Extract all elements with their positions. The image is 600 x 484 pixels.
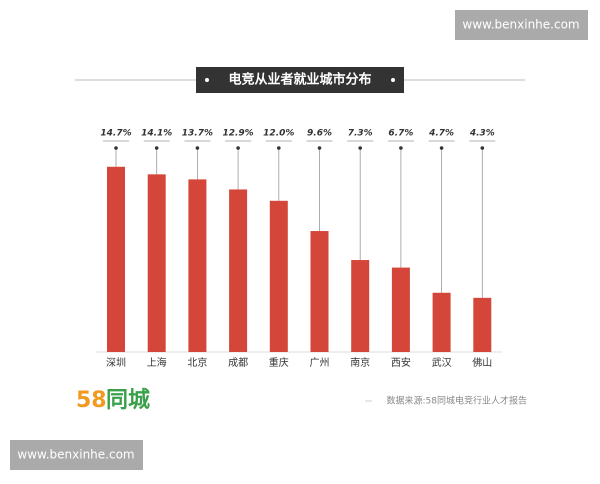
leader-dot xyxy=(114,146,118,150)
chart-title: 电竞从业者就业城市分布 xyxy=(228,72,371,88)
value-label: 14.1% xyxy=(141,129,172,139)
bar xyxy=(351,260,370,352)
x-tick-label: 武汉 xyxy=(432,356,452,369)
value-label: 4.7% xyxy=(428,129,454,139)
x-tick-label: 南京 xyxy=(350,356,370,369)
value-label: 6.7% xyxy=(388,129,413,139)
bar xyxy=(188,179,207,352)
watermark-box xyxy=(455,10,588,40)
bar xyxy=(432,292,451,352)
value-label: 7.3% xyxy=(348,129,373,139)
logo-name: 同城 xyxy=(106,387,150,413)
value-label: 13.7% xyxy=(182,129,213,139)
x-tick-label: 上海 xyxy=(147,356,167,369)
x-tick-label: 佛山 xyxy=(472,356,492,369)
logo-digits: 58 xyxy=(76,388,107,413)
leader-dot xyxy=(480,146,485,150)
x-tick-label: 西安 xyxy=(391,356,411,369)
value-label: 14.7% xyxy=(100,129,131,139)
bar xyxy=(229,189,248,352)
value-label: 12.9% xyxy=(222,129,253,139)
leader-dot xyxy=(439,146,444,150)
x-tick-label: 成都 xyxy=(228,357,248,369)
bar xyxy=(391,267,410,352)
bar xyxy=(107,166,125,352)
x-tick-label: 重庆 xyxy=(269,356,289,369)
value-label: 4.3% xyxy=(469,129,495,139)
title-dot xyxy=(391,78,395,82)
watermark-box xyxy=(10,440,143,470)
watermark: www.benxinhe.com xyxy=(17,448,134,462)
leader-dot xyxy=(358,146,363,150)
logo: 58 同城 xyxy=(76,387,150,413)
leader-dot xyxy=(277,146,281,150)
x-tick-label: 北京 xyxy=(187,356,207,369)
value-label: 9.6% xyxy=(307,129,332,139)
leader-dot xyxy=(195,146,200,150)
title-dot xyxy=(205,78,209,82)
title-box xyxy=(196,67,404,93)
x-tick-label: 深圳 xyxy=(106,357,126,369)
leader-dot xyxy=(236,146,240,150)
x-tick-label: 广州 xyxy=(310,357,330,369)
leader-dot xyxy=(317,146,322,150)
source: 数据来源:58同城电竞行业人才报告 xyxy=(387,395,528,407)
bar xyxy=(473,297,492,352)
bar xyxy=(310,231,329,352)
watermark: www.benxinhe.com xyxy=(462,18,579,32)
leader-dot xyxy=(154,146,159,150)
bar xyxy=(269,200,288,352)
bar xyxy=(147,174,166,352)
leader-dot xyxy=(399,146,403,150)
value-label: 12.0% xyxy=(263,129,294,139)
